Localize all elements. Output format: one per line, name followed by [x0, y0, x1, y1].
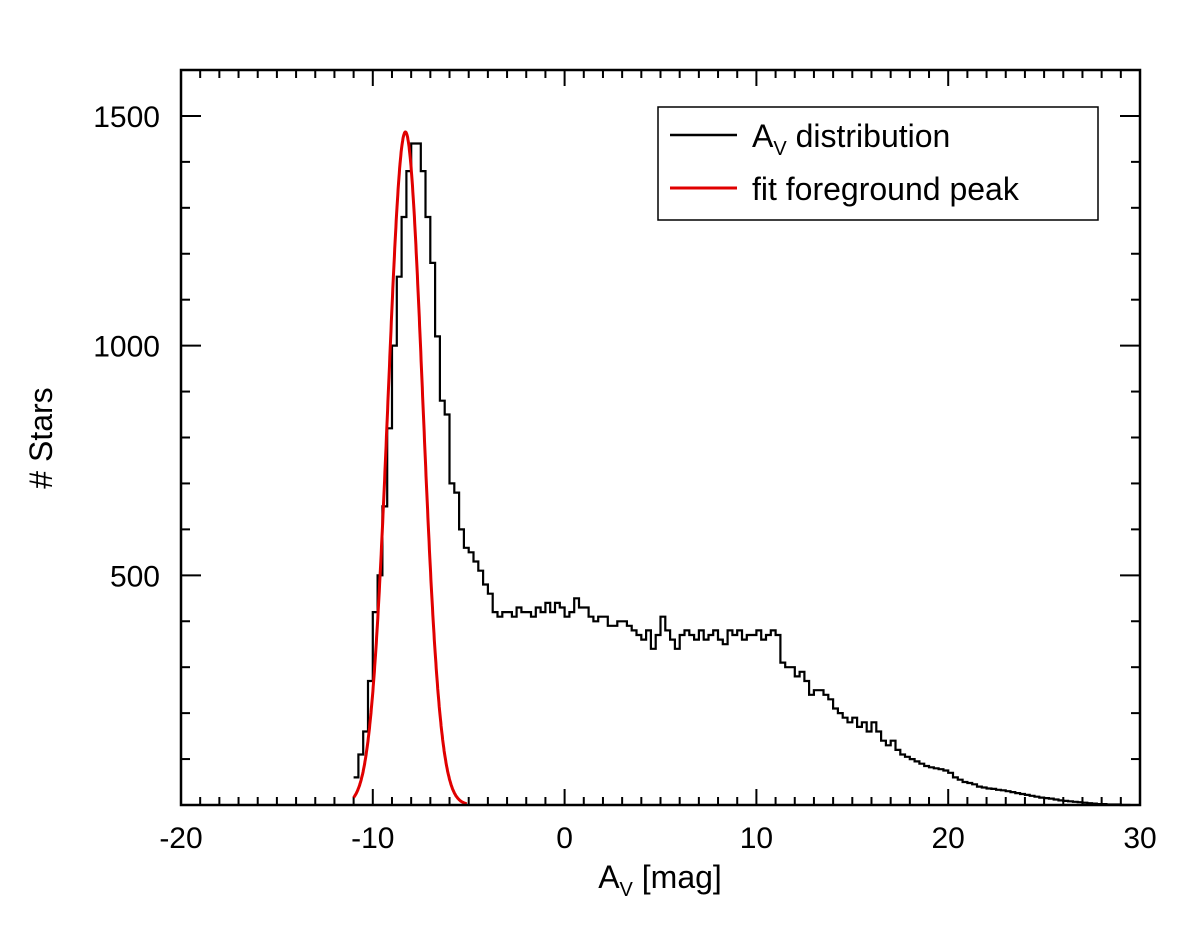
- x-tick-label: 0: [556, 822, 573, 855]
- y-tick-label: 1000: [93, 331, 160, 364]
- y-axis-label: # Stars: [23, 387, 59, 488]
- x-axis-label-sub: V: [620, 879, 634, 901]
- plot-frame: [179, 68, 1142, 807]
- series-layer: [352, 130, 1131, 807]
- legend-entry-fit-foreground-peak: fit foreground peak: [752, 171, 1020, 207]
- x-tick-label: 20: [932, 822, 965, 855]
- x-axis-label-rest: [mag]: [633, 859, 722, 895]
- x-tick-label: 30: [1123, 822, 1156, 855]
- x-axis-label: AV [mag]: [598, 859, 722, 901]
- x-tick-label: 10: [740, 822, 773, 855]
- tick-labels: -20 -10 0 10 20 30 500 1000 1500: [93, 101, 1156, 855]
- legend-box: [657, 106, 1099, 221]
- y-tick-label: 1500: [93, 101, 160, 134]
- series-fit-foreground-peak: [352, 130, 468, 806]
- legend-entry-av-distribution: AV distribution: [752, 118, 950, 160]
- x-tick-label: -10: [351, 822, 394, 855]
- legend: AV distribution fit foreground peak: [657, 106, 1099, 221]
- series-av-distribution: [353, 142, 1131, 807]
- x-axis-label-main: A: [598, 859, 620, 895]
- x-tick-label: -20: [159, 822, 202, 855]
- y-tick-label: 500: [110, 560, 160, 593]
